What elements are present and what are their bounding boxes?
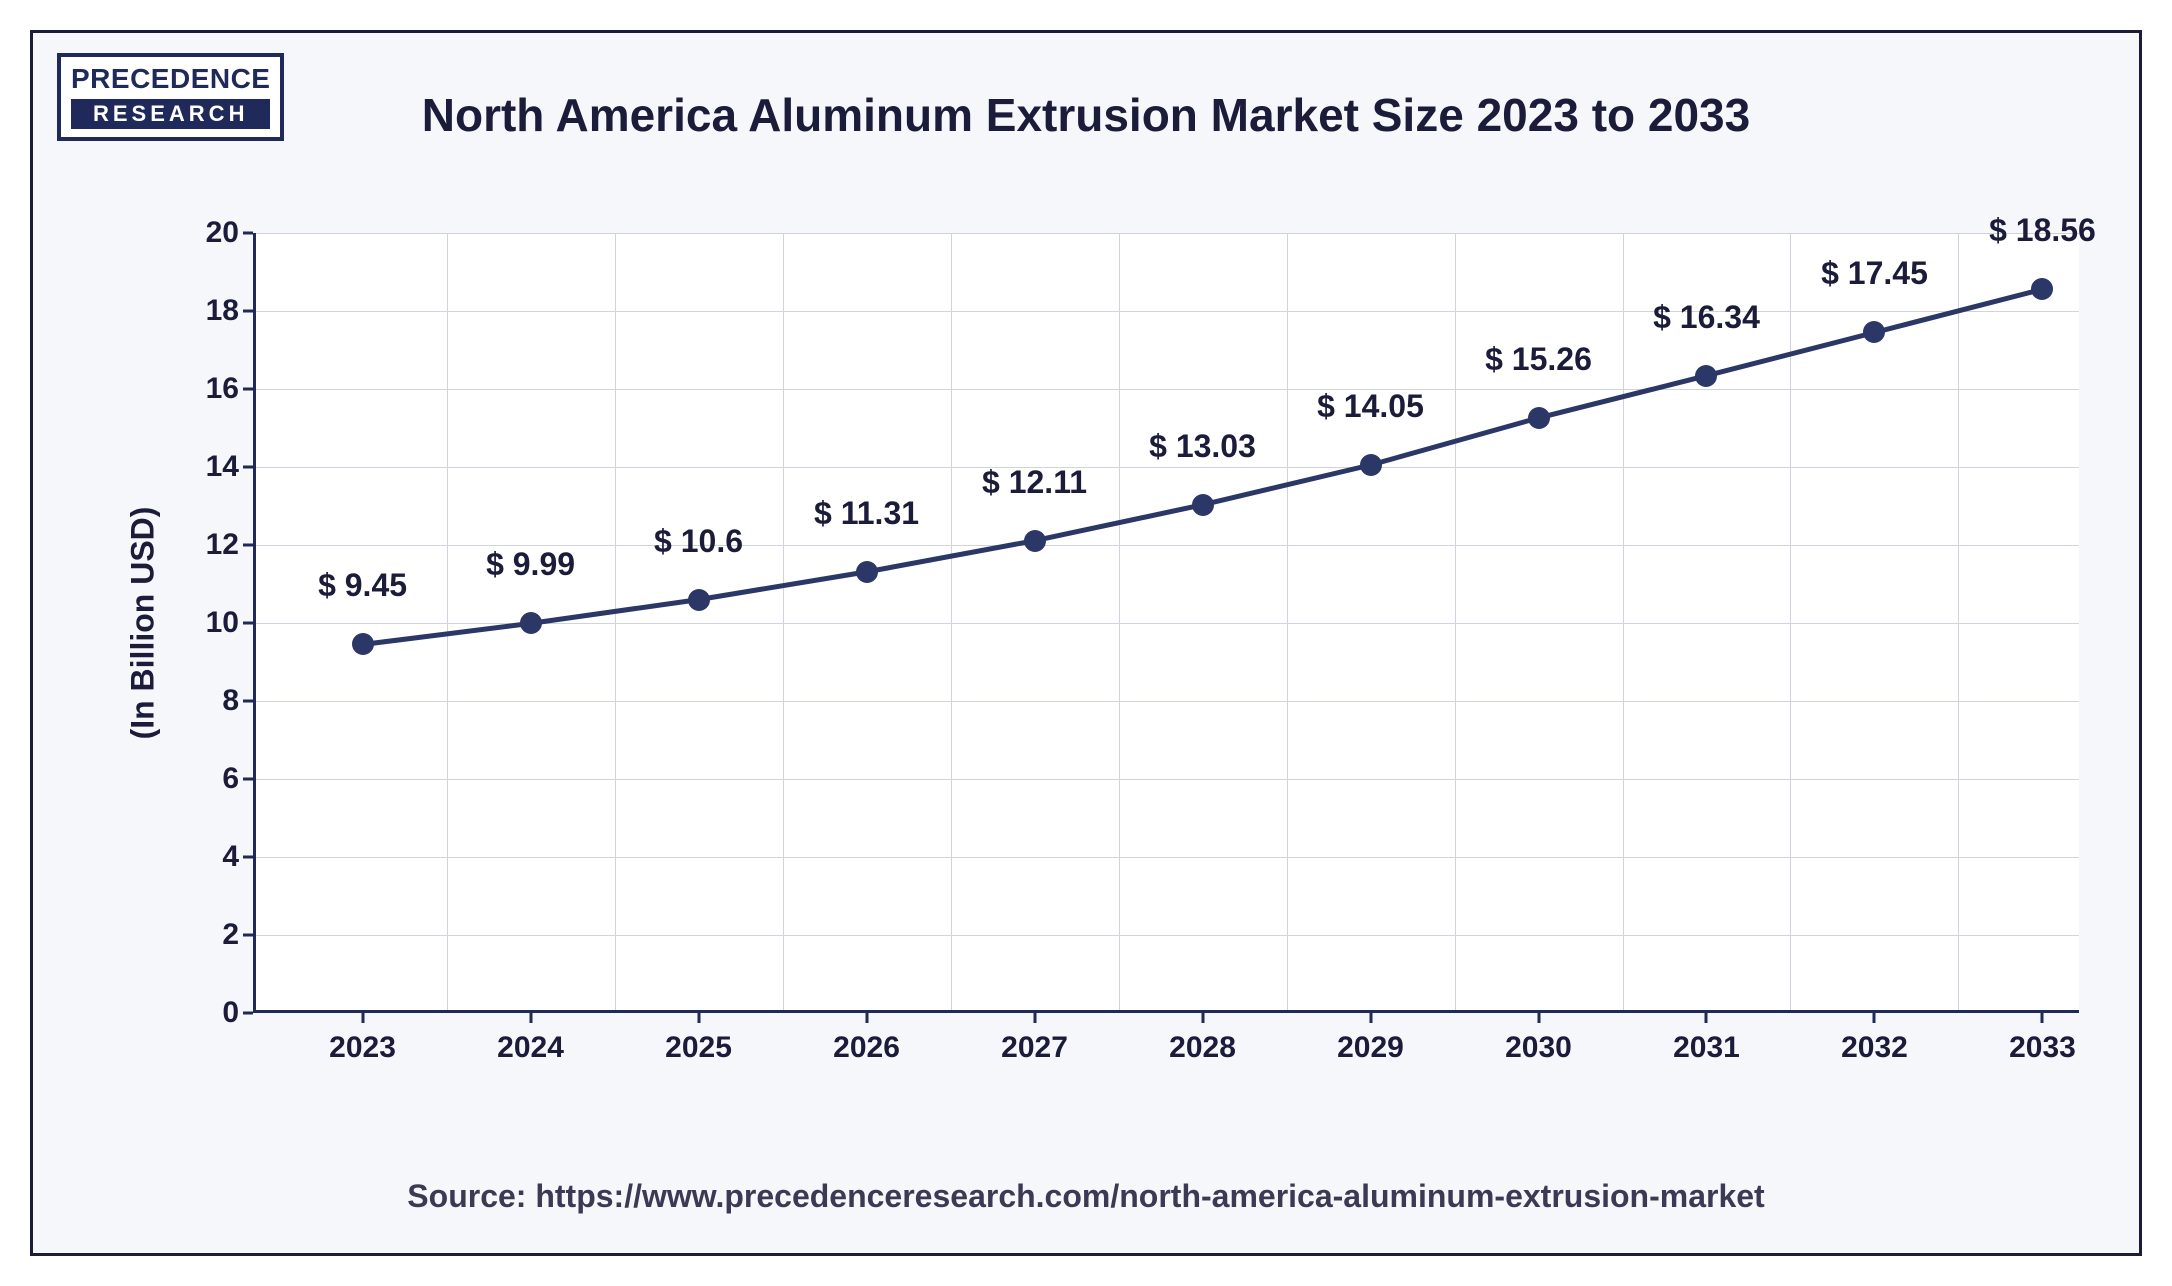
value-label: $ 10.6 bbox=[654, 523, 743, 560]
x-tick-label: 2030 bbox=[1505, 1031, 1572, 1065]
data-point bbox=[520, 612, 542, 634]
value-label: $ 16.34 bbox=[1653, 299, 1760, 336]
y-tick-label: 14 bbox=[206, 450, 239, 484]
x-tick-mark bbox=[361, 1013, 364, 1023]
x-tick-mark bbox=[1201, 1013, 1204, 1023]
value-label: $ 14.05 bbox=[1317, 388, 1424, 425]
y-tick-label: 18 bbox=[206, 294, 239, 328]
y-tick-label: 20 bbox=[206, 216, 239, 250]
data-point bbox=[2031, 278, 2053, 300]
y-tick-label: 6 bbox=[222, 762, 239, 796]
data-point bbox=[856, 561, 878, 583]
value-label: $ 15.26 bbox=[1485, 341, 1592, 378]
x-tick-label: 2023 bbox=[329, 1031, 396, 1065]
x-tick-mark bbox=[865, 1013, 868, 1023]
y-tick-label: 4 bbox=[222, 840, 239, 874]
y-tick-mark bbox=[243, 466, 253, 469]
x-tick-mark bbox=[2041, 1013, 2044, 1023]
data-point bbox=[1528, 407, 1550, 429]
y-tick-mark bbox=[243, 1012, 253, 1015]
value-label: $ 9.45 bbox=[318, 567, 407, 604]
value-label: $ 9.99 bbox=[486, 546, 575, 583]
data-point bbox=[1360, 454, 1382, 476]
data-point bbox=[1192, 494, 1214, 516]
x-tick-mark bbox=[1705, 1013, 1708, 1023]
data-point bbox=[1863, 321, 1885, 343]
y-tick-mark bbox=[243, 856, 253, 859]
data-point bbox=[1024, 530, 1046, 552]
y-tick-label: 8 bbox=[222, 684, 239, 718]
y-tick-mark bbox=[243, 232, 253, 235]
value-label: $ 12.11 bbox=[982, 464, 1087, 501]
plot-container: (In Billion USD) 02468101214161820202320… bbox=[193, 233, 2079, 1073]
x-tick-mark bbox=[1873, 1013, 1876, 1023]
x-tick-label: 2025 bbox=[665, 1031, 732, 1065]
y-tick-mark bbox=[243, 934, 253, 937]
x-tick-label: 2033 bbox=[2009, 1031, 2076, 1065]
y-tick-label: 2 bbox=[222, 918, 239, 952]
x-tick-mark bbox=[697, 1013, 700, 1023]
series-line bbox=[363, 289, 2043, 644]
plot-area: (In Billion USD) 02468101214161820202320… bbox=[253, 233, 2079, 1013]
x-tick-mark bbox=[1033, 1013, 1036, 1023]
y-tick-mark bbox=[243, 622, 253, 625]
y-axis-line bbox=[253, 233, 256, 1013]
y-tick-label: 0 bbox=[222, 996, 239, 1030]
chart-frame: PRECEDENCE RESEARCH North America Alumin… bbox=[30, 30, 2142, 1256]
data-point bbox=[352, 633, 374, 655]
x-tick-label: 2028 bbox=[1169, 1031, 1236, 1065]
x-tick-label: 2029 bbox=[1337, 1031, 1404, 1065]
data-point bbox=[688, 589, 710, 611]
x-tick-label: 2032 bbox=[1841, 1031, 1908, 1065]
y-tick-mark bbox=[243, 310, 253, 313]
data-point bbox=[1695, 365, 1717, 387]
x-tick-label: 2027 bbox=[1001, 1031, 1068, 1065]
y-tick-label: 16 bbox=[206, 372, 239, 406]
x-tick-label: 2024 bbox=[497, 1031, 564, 1065]
x-tick-label: 2031 bbox=[1673, 1031, 1740, 1065]
value-label: $ 17.45 bbox=[1821, 255, 1928, 292]
x-tick-mark bbox=[1369, 1013, 1372, 1023]
value-label: $ 18.56 bbox=[1989, 212, 2096, 249]
x-axis-line bbox=[253, 1010, 2079, 1013]
y-tick-mark bbox=[243, 778, 253, 781]
x-tick-label: 2026 bbox=[833, 1031, 900, 1065]
y-axis-label: (In Billion USD) bbox=[125, 507, 162, 740]
y-tick-label: 12 bbox=[206, 528, 239, 562]
x-tick-mark bbox=[1537, 1013, 1540, 1023]
y-tick-mark bbox=[243, 388, 253, 391]
chart-title: North America Aluminum Extrusion Market … bbox=[33, 88, 2139, 142]
value-label: $ 13.03 bbox=[1149, 428, 1256, 465]
source-text: Source: https://www.precedenceresearch.c… bbox=[33, 1178, 2139, 1215]
value-label: $ 11.31 bbox=[814, 495, 919, 532]
y-tick-mark bbox=[243, 700, 253, 703]
y-tick-mark bbox=[243, 544, 253, 547]
x-tick-mark bbox=[529, 1013, 532, 1023]
y-tick-label: 10 bbox=[206, 606, 239, 640]
